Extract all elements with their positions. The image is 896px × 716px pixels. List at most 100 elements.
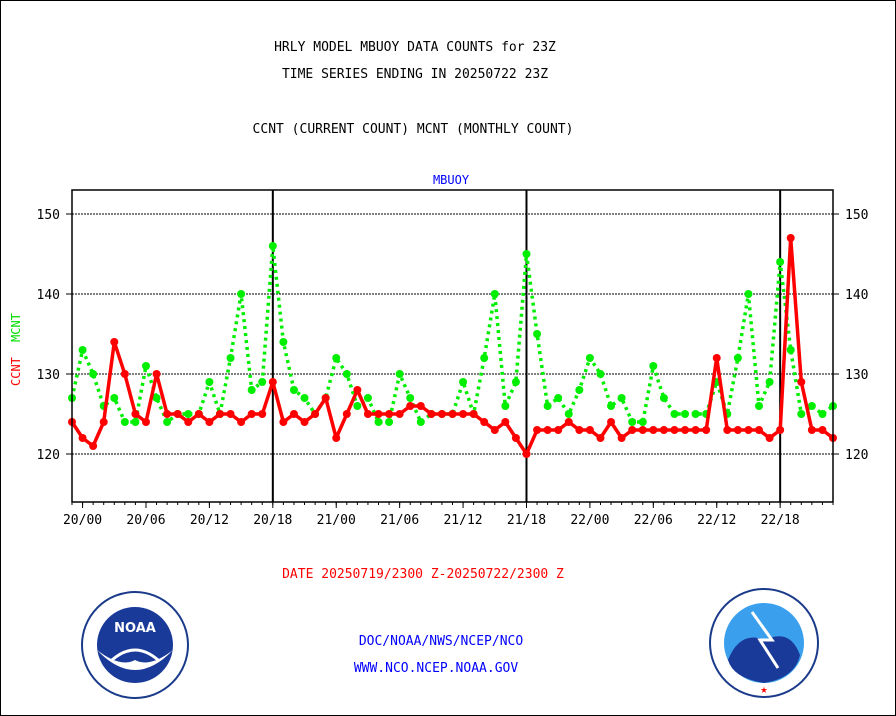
data-point-ccnt <box>744 426 753 434</box>
data-point-mcnt <box>649 362 658 370</box>
x-tick-label: 21/12 <box>443 513 482 528</box>
data-point-mcnt <box>268 242 277 250</box>
data-point-ccnt <box>533 426 542 434</box>
x-tick-label: 20/06 <box>126 513 165 528</box>
data-point-ccnt <box>437 410 446 418</box>
data-point-ccnt <box>89 442 98 450</box>
x-tick-label: 22/00 <box>570 513 609 528</box>
data-point-ccnt <box>258 410 267 418</box>
data-point-mcnt <box>395 370 404 378</box>
svg-text:NOAA: NOAA <box>114 621 156 636</box>
data-point-ccnt <box>311 410 320 418</box>
data-point-mcnt <box>279 338 288 346</box>
data-point-ccnt <box>543 426 552 434</box>
footer-line2: WWW.NCO.NCEP.NOAA.GOV <box>354 661 519 676</box>
data-point-mcnt <box>141 362 150 370</box>
data-point-ccnt <box>469 410 478 418</box>
data-point-ccnt <box>215 410 224 418</box>
data-point-ccnt <box>628 426 637 434</box>
data-point-ccnt <box>659 426 668 434</box>
data-point-ccnt <box>501 418 510 426</box>
data-point-ccnt <box>511 434 520 442</box>
data-point-ccnt <box>321 394 330 402</box>
y-tick-label-left: 130 <box>37 368 60 383</box>
data-point-ccnt <box>691 426 700 434</box>
data-point-mcnt <box>744 290 753 298</box>
data-point-ccnt <box>131 410 140 418</box>
data-point-mcnt <box>628 418 637 426</box>
x-tick-label: 22/12 <box>697 513 736 528</box>
data-point-ccnt <box>141 418 150 426</box>
data-point-ccnt <box>163 410 172 418</box>
data-point-ccnt <box>237 418 246 426</box>
data-point-ccnt <box>194 410 203 418</box>
y-tick-label-right: 130 <box>845 368 868 383</box>
data-point-ccnt <box>596 434 605 442</box>
data-point-mcnt <box>596 370 605 378</box>
data-point-ccnt <box>755 426 764 434</box>
data-point-ccnt <box>205 418 214 426</box>
data-point-mcnt <box>670 410 679 418</box>
data-point-ccnt <box>78 434 87 442</box>
plot-area <box>71 189 834 503</box>
data-point-ccnt <box>279 418 288 426</box>
data-point-mcnt <box>638 418 647 426</box>
data-point-ccnt <box>99 418 108 426</box>
data-point-mcnt <box>511 378 520 386</box>
data-point-mcnt <box>659 394 668 402</box>
data-point-mcnt <box>585 354 594 362</box>
data-point-ccnt <box>448 410 457 418</box>
data-point-ccnt <box>427 410 436 418</box>
data-point-mcnt <box>406 394 415 402</box>
data-point-mcnt <box>342 370 351 378</box>
y-tick-label-left: 140 <box>37 288 60 303</box>
data-point-ccnt <box>522 450 531 458</box>
data-point-ccnt <box>406 402 415 410</box>
data-point-mcnt <box>332 354 341 362</box>
noaa-logo: NOAA <box>81 591 189 699</box>
data-point-mcnt <box>247 386 256 394</box>
data-point-ccnt <box>702 426 711 434</box>
data-point-mcnt <box>237 290 246 298</box>
data-point-mcnt <box>564 410 573 418</box>
data-point-mcnt <box>554 394 563 402</box>
data-point-mcnt <box>786 346 795 354</box>
data-point-mcnt <box>374 418 383 426</box>
svg-text:★: ★ <box>760 682 767 696</box>
x-tick-label: 20/12 <box>190 513 229 528</box>
data-point-mcnt <box>807 402 816 410</box>
chart-title-line1: HRLY MODEL MBUOY DATA COUNTS for 23Z <box>274 40 556 55</box>
data-point-mcnt <box>89 370 98 378</box>
x-axis-label: DATE 20250719/2300 Z-20250722/2300 Z <box>282 567 564 582</box>
data-point-mcnt <box>226 354 235 362</box>
x-tick-label: 20/18 <box>253 513 292 528</box>
x-tick-label: 22/06 <box>634 513 673 528</box>
data-point-mcnt <box>501 402 510 410</box>
data-point-mcnt <box>205 378 214 386</box>
series-layer <box>68 234 837 458</box>
data-point-ccnt <box>173 410 182 418</box>
data-point-mcnt <box>522 250 531 258</box>
data-point-mcnt <box>184 410 193 418</box>
data-point-mcnt <box>152 394 161 402</box>
data-point-mcnt <box>480 354 489 362</box>
data-point-ccnt <box>554 426 563 434</box>
x-tick-label: 21/06 <box>380 513 419 528</box>
data-point-ccnt <box>670 426 679 434</box>
data-point-ccnt <box>723 426 732 434</box>
data-point-ccnt <box>226 410 235 418</box>
chart-subtitle: CCNT (CURRENT COUNT) MCNT (MONTHLY COUNT… <box>253 122 574 137</box>
data-point-ccnt <box>395 410 404 418</box>
y-tick-label-right: 120 <box>845 448 868 463</box>
data-point-ccnt <box>607 418 616 426</box>
data-point-mcnt <box>110 394 119 402</box>
data-point-ccnt <box>585 426 594 434</box>
nws-logo: ★ <box>709 588 819 698</box>
data-point-ccnt <box>363 410 372 418</box>
data-point-ccnt <box>681 426 690 434</box>
data-point-mcnt <box>353 402 362 410</box>
data-point-ccnt <box>490 426 499 434</box>
data-point-ccnt <box>332 434 341 442</box>
data-point-mcnt <box>607 402 616 410</box>
data-point-ccnt <box>776 426 785 434</box>
